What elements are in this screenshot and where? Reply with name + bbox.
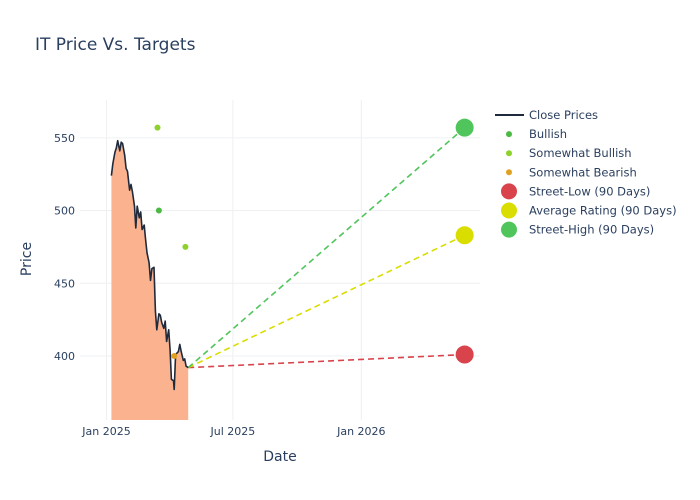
x-tick-label: Jul 2025 [209, 425, 255, 438]
legend-label: Street-Low (90 Days) [529, 184, 650, 198]
average-rating-days-target-line [187, 234, 465, 369]
street-low-days-target-marker [455, 345, 474, 364]
somewhat-bullish-rating-point [182, 243, 189, 250]
legend-marker-swatch [501, 202, 517, 219]
chart-title: IT Price Vs. Targets [35, 35, 196, 55]
legend: Close Prices Bullish Somewhat Bullish Somew… [495, 108, 677, 238]
street-low-days-target-line [188, 353, 465, 369]
y-tick-label: 450 [54, 277, 75, 290]
legend-point-swatch [506, 169, 512, 176]
legend-label: Somewhat Bullish [529, 146, 632, 160]
legend-marker-swatch [501, 221, 517, 238]
street-high-days-target-marker [455, 118, 474, 137]
target-markers [455, 118, 474, 364]
legend-label: Close Prices [529, 108, 598, 122]
legend-marker-swatch [501, 183, 517, 200]
x-axis-ticks: Jan 2025 Jul 2025 Jan 2026 [81, 425, 385, 438]
x-axis-title: Date [263, 449, 296, 465]
rating-points [154, 124, 189, 359]
close-price-line [110, 139, 189, 391]
y-axis-ticks: 400 450 500 550 [54, 132, 75, 363]
somewhat-bullish-rating-point [154, 124, 161, 131]
y-axis-title: Price [19, 242, 35, 276]
legend-label: Somewhat Bearish [529, 165, 637, 179]
y-tick-label: 550 [54, 132, 75, 145]
legend-label: Bullish [529, 127, 567, 141]
legend-point-swatch [506, 150, 512, 157]
average-rating-days-target-marker [455, 226, 474, 245]
y-tick-label: 500 [54, 205, 75, 218]
legend-label: Street-High (90 Days) [529, 223, 654, 237]
street-high-days-target-line [187, 127, 466, 369]
y-tick-label: 400 [54, 350, 75, 363]
target-lines [187, 127, 466, 369]
close-price-line-group [110, 139, 189, 391]
x-tick-label: Jan 2025 [81, 425, 130, 438]
bullish-rating-point [155, 207, 162, 214]
legend-label: Average Rating (90 Days) [529, 204, 677, 218]
x-tick-label: Jan 2026 [336, 425, 385, 438]
legend-point-swatch [506, 131, 512, 138]
somewhat-bearish-rating-point [171, 353, 178, 359]
